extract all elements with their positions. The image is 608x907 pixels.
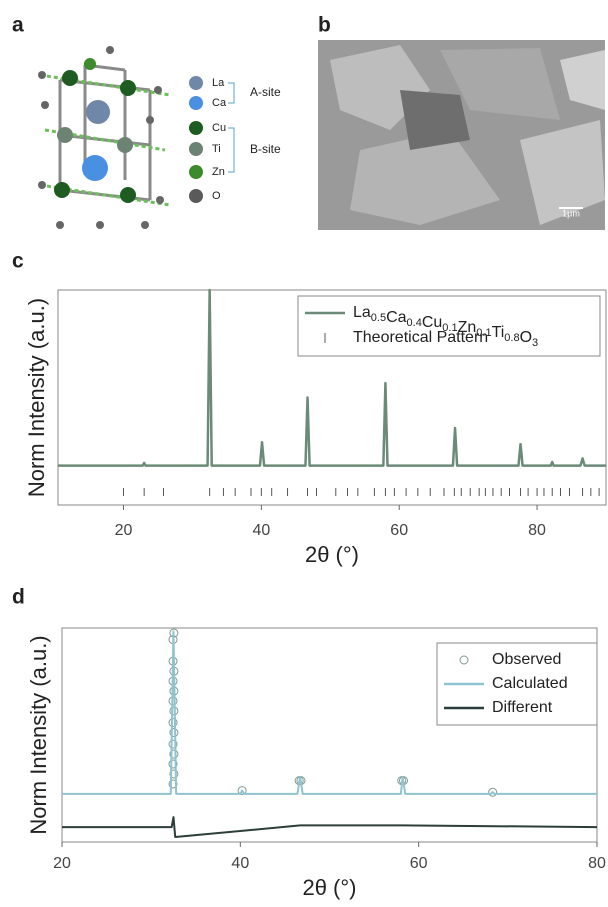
group-label: B-site bbox=[250, 142, 281, 156]
x-tick-label: 80 bbox=[588, 855, 606, 872]
x-axis-label: 2θ (°) bbox=[305, 542, 359, 567]
panel-label: b bbox=[318, 14, 331, 37]
plot-frame bbox=[61, 627, 598, 843]
x-tick-label: 40 bbox=[231, 855, 249, 872]
observed-point bbox=[488, 787, 498, 797]
panel-label: d bbox=[12, 586, 25, 609]
atom-swatch bbox=[189, 121, 203, 135]
observed-point bbox=[168, 739, 178, 749]
atom-label: Ti bbox=[212, 143, 221, 155]
observed-point bbox=[168, 779, 178, 789]
atoms bbox=[38, 46, 164, 229]
legend-frame bbox=[297, 295, 601, 357]
observed-point bbox=[169, 769, 179, 779]
observed-point bbox=[169, 749, 179, 759]
y-axis-label: Norm Intensity (a.u.) bbox=[24, 298, 49, 497]
series-line bbox=[58, 288, 606, 467]
series-line bbox=[62, 816, 598, 839]
legend-label: Observed bbox=[492, 651, 561, 668]
site-bracket bbox=[228, 82, 235, 173]
atom-swatch bbox=[189, 142, 203, 156]
y-axis-label: Norm Intensity (a.u.) bbox=[26, 635, 51, 834]
plot-frame bbox=[57, 289, 607, 506]
atom-swatch bbox=[189, 189, 203, 203]
observed-point bbox=[168, 759, 178, 769]
sem-image bbox=[318, 40, 605, 230]
x-tick-label: 60 bbox=[410, 855, 428, 872]
atom-label: La bbox=[212, 77, 225, 89]
panel-label: c bbox=[12, 250, 24, 273]
atom-swatch bbox=[189, 76, 203, 90]
legend-label: Calculated bbox=[492, 675, 568, 692]
legend-label: Different bbox=[492, 699, 553, 716]
atom-label: Zn bbox=[212, 166, 225, 178]
x-tick-label: 80 bbox=[528, 522, 546, 539]
group-label: A-site bbox=[250, 85, 281, 99]
x-tick-label: 20 bbox=[53, 855, 71, 872]
x-tick-label: 40 bbox=[252, 522, 270, 539]
series-line bbox=[62, 630, 597, 795]
scale-bar-label: 1μm bbox=[562, 208, 580, 218]
panel-label: a bbox=[12, 14, 24, 37]
x-axis-label: 2θ (°) bbox=[302, 875, 356, 900]
atom-label: Cu bbox=[212, 122, 226, 134]
legend-label: La0.5Ca0.4Cu0.1Zn0.1Ti0.8O3 bbox=[353, 304, 538, 349]
atom-swatch bbox=[189, 96, 203, 110]
legend-label: Theoretical Pattern bbox=[353, 329, 488, 346]
observed-point bbox=[169, 728, 179, 738]
atom-label: O bbox=[212, 190, 221, 202]
atom-swatch bbox=[189, 165, 203, 179]
atom-label: Ca bbox=[212, 97, 227, 109]
legend-swatch bbox=[459, 655, 469, 665]
observed-point bbox=[237, 786, 247, 796]
x-tick-label: 60 bbox=[390, 522, 408, 539]
x-tick-label: 20 bbox=[115, 522, 133, 539]
